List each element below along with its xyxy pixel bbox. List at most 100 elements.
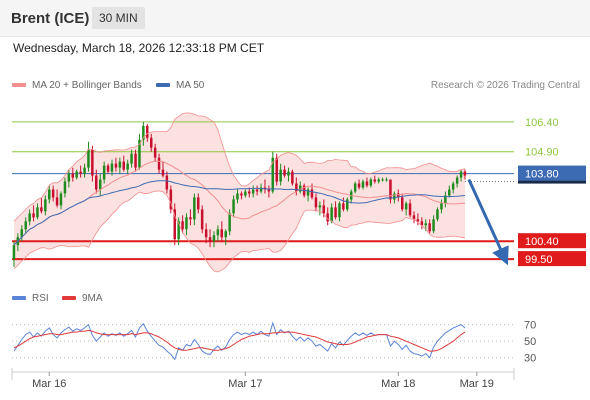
candle [287, 167, 290, 182]
last-price-tag [518, 180, 586, 184]
candle [185, 213, 188, 236]
candle-body [228, 213, 231, 232]
candle [204, 223, 208, 244]
candle-body [381, 179, 384, 181]
candle-body [95, 175, 98, 190]
candle-body [295, 183, 298, 192]
indicator-lines-layer [13, 112, 466, 273]
candle-body [416, 219, 420, 222]
timestamp: Wednesday, March 18, 2026 12:33:18 PM CE… [13, 41, 265, 55]
ma50-swatch-icon [156, 83, 170, 88]
candle-body [377, 179, 380, 182]
rsi-ma-swatch-icon [62, 296, 76, 301]
candle-body [248, 191, 251, 194]
candle [428, 219, 431, 234]
candle [357, 179, 361, 190]
candle-body [283, 169, 286, 176]
candle-body [338, 203, 341, 218]
candle-body [59, 193, 63, 206]
candle [95, 169, 98, 194]
x-tick-label: Mar 18 [381, 378, 415, 390]
candle-body [102, 165, 106, 180]
candle [44, 195, 47, 216]
candle-body [12, 245, 16, 260]
candle [87, 141, 90, 172]
resistance-label-1: 106.40 [525, 117, 559, 129]
candle [232, 195, 235, 218]
candle-body [310, 189, 314, 198]
candle-body [346, 199, 349, 210]
candle [51, 185, 55, 202]
candle-body [208, 237, 212, 242]
candle-body [32, 213, 35, 218]
candle [377, 177, 380, 184]
candle-body [451, 183, 455, 190]
candle-body [267, 189, 271, 192]
candle-body [334, 207, 337, 218]
candle-body [412, 215, 416, 220]
candle-body [232, 199, 235, 214]
candle [197, 193, 200, 214]
legend-ma50-label: MA 50 [176, 80, 205, 91]
candle-body [251, 189, 255, 194]
candle [291, 169, 294, 186]
candle [193, 193, 196, 226]
candle-body [48, 189, 51, 200]
candle [463, 169, 467, 180]
rsi-ma-line [13, 329, 466, 352]
candle-body [122, 161, 125, 170]
candle-body [279, 169, 282, 182]
candle [114, 157, 118, 172]
instrument-title: Brent (ICE) [11, 10, 90, 27]
candle [451, 181, 455, 194]
candle [432, 215, 435, 234]
candle-body [432, 219, 435, 232]
candle [24, 217, 27, 234]
candle-body [71, 173, 74, 178]
legend-rsi-label: RSI [32, 293, 49, 304]
candle [459, 169, 463, 182]
candle [353, 181, 357, 194]
candle [20, 225, 23, 242]
bollinger-lower-line [13, 190, 466, 273]
candle-body [314, 197, 318, 208]
candle [63, 177, 67, 198]
candle-body [365, 181, 369, 186]
legend-rsi-ma-label: 9MA [82, 293, 103, 304]
candle [138, 133, 141, 170]
candle-body [291, 171, 294, 184]
candle [181, 215, 184, 234]
candle-body [306, 189, 310, 196]
candle-body [181, 221, 184, 230]
candle [416, 213, 420, 226]
candle [36, 203, 39, 220]
x-tick-label: Mar 17 [228, 378, 262, 390]
candle-body [177, 221, 180, 240]
candle [212, 231, 216, 248]
candle [91, 145, 94, 182]
candle [330, 203, 333, 224]
candle-body [114, 163, 118, 168]
candle-body [106, 165, 110, 172]
legend-rsi-ma: 9MA [62, 293, 103, 304]
candle-body [385, 179, 388, 181]
support-label-2: 99.50 [525, 254, 553, 266]
timeframe-badge[interactable]: 30 MIN [92, 7, 145, 29]
candle-body [322, 205, 325, 214]
rsi-tick-label: 30 [524, 353, 536, 365]
candle-body [428, 223, 431, 232]
candle-body [157, 157, 161, 170]
candle-body [326, 213, 329, 222]
candle [389, 179, 392, 204]
legend-bollinger: MA 20 + Bollinger Bands [12, 80, 142, 91]
candle-body [299, 185, 302, 192]
candle-body [212, 235, 216, 242]
candle [157, 153, 161, 174]
levels-layer [12, 121, 514, 261]
candle [404, 201, 408, 216]
candle-body [369, 179, 373, 186]
candle-body [138, 139, 141, 168]
resistance-label-2: 104.90 [525, 147, 559, 159]
candle [436, 207, 439, 222]
bollinger-upper-line [13, 112, 466, 222]
